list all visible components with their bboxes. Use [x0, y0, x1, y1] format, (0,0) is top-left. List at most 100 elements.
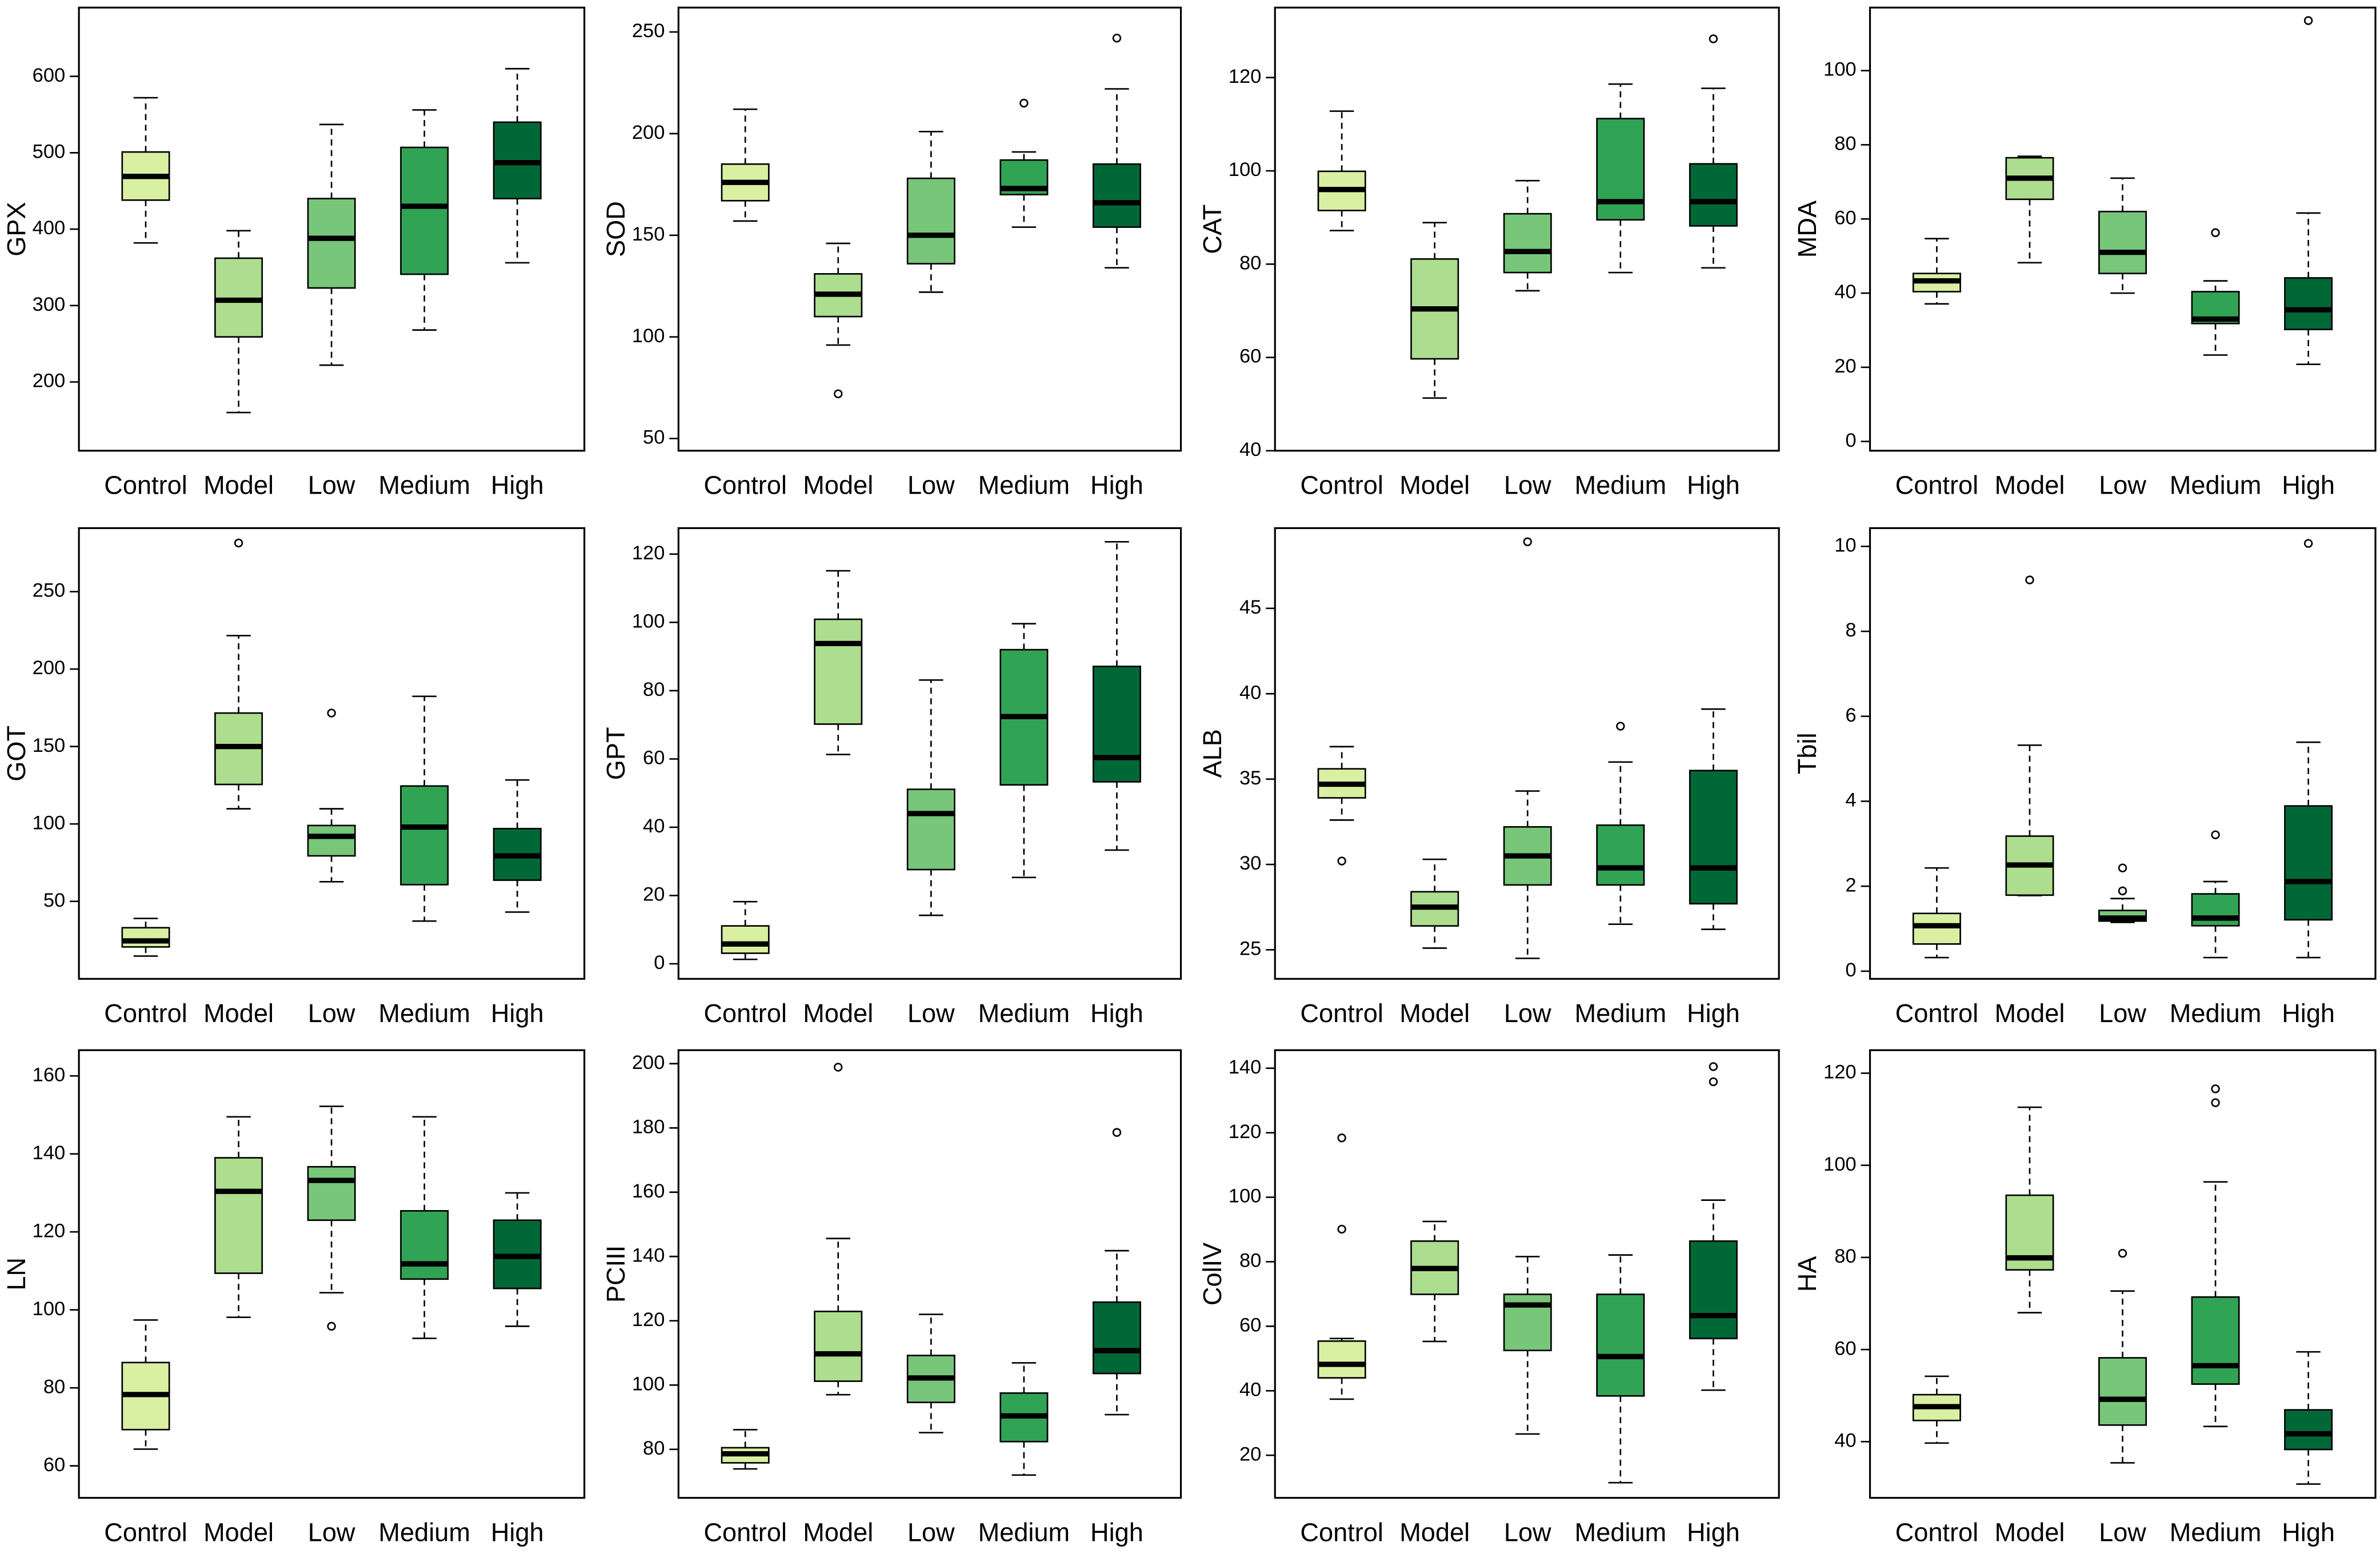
- plot-frame: [1274, 6, 1780, 452]
- y-tick-label: 100: [33, 1298, 66, 1320]
- box: [307, 198, 356, 289]
- outlier: [1709, 34, 1718, 43]
- panel: 40 60 80 100 120 HA Control Model Low Medium High: [1793, 1049, 2377, 1547]
- y-tick-label: 100: [1229, 1185, 1262, 1207]
- plot-frame: [78, 6, 586, 452]
- panel: 50 100 150 200 250 SOD Control Model Low Medium Hi…: [601, 6, 1182, 500]
- panel: 200 300 400 500 600 GPX Control Model Low Medium H…: [2, 6, 586, 500]
- x-tick-label: Model: [1399, 999, 1470, 1028]
- outlier: [2211, 1084, 2220, 1094]
- outlier: [1112, 1128, 1122, 1137]
- y-tick-label: 120: [33, 1220, 66, 1241]
- x-tick-label: Model: [1994, 1517, 2065, 1547]
- x-tick-label: Medium: [378, 999, 470, 1028]
- y-axis-label: SOD: [601, 201, 630, 257]
- x-tick-label: Model: [203, 1517, 274, 1547]
- plot-frame: [1274, 527, 1780, 980]
- x-tick-label: Control: [1895, 1517, 1979, 1547]
- y-tick-label: 100: [1823, 59, 1857, 81]
- y-axis-label: GOT: [2, 726, 31, 782]
- box: [1503, 213, 1552, 274]
- y-axis-label: GPX: [2, 202, 31, 256]
- y-axis-label: ColIV: [1198, 1243, 1227, 1305]
- y-tick-label: 160: [33, 1064, 66, 1086]
- x-tick-label: Model: [1994, 471, 2065, 500]
- x-tick-label: Model: [803, 1517, 873, 1547]
- box: [1912, 912, 1961, 945]
- y-tick-label: 60: [1834, 207, 1856, 229]
- y-tick-label: 40: [1239, 1379, 1261, 1400]
- x-tick-label: Medium: [978, 471, 1070, 500]
- outlier: [2211, 1098, 2220, 1107]
- y-tick-label: 120: [1823, 1062, 1857, 1083]
- y-tick-label: 180: [632, 1116, 665, 1138]
- y-tick-label: 250: [632, 20, 665, 42]
- y-tick-label: 500: [33, 141, 66, 162]
- outlier: [2303, 539, 2313, 548]
- y-tick-label: 0: [1845, 430, 1856, 451]
- x-tick-label: Medium: [2170, 471, 2262, 500]
- y-tick-label: 40: [1239, 439, 1261, 460]
- box: [1689, 770, 1738, 905]
- x-tick-label: Model: [1994, 999, 2065, 1028]
- x-tick-label: Control: [703, 999, 787, 1028]
- y-tick-label: 100: [632, 325, 665, 347]
- plot-frame: [1869, 1049, 2377, 1499]
- y-tick-label: 20: [1239, 1443, 1261, 1465]
- x-tick-label: Medium: [1575, 471, 1667, 500]
- y-tick-label: 40: [1834, 281, 1856, 303]
- x-tick-label: Medium: [378, 471, 470, 500]
- outlier: [2118, 886, 2127, 896]
- x-tick-label: Medium: [2170, 999, 2262, 1028]
- box: [906, 788, 955, 871]
- x-tick-label: High: [2282, 471, 2335, 500]
- box: [214, 1157, 263, 1274]
- x-tick-label: Control: [1300, 999, 1383, 1028]
- x-tick-label: Medium: [378, 1517, 470, 1547]
- y-axis-label: LN: [2, 1257, 31, 1291]
- outlier: [1523, 537, 1532, 546]
- y-tick-label: 60: [43, 1454, 65, 1476]
- y-tick-label: 150: [632, 223, 665, 245]
- outlier: [834, 389, 843, 398]
- y-tick-label: 80: [643, 1437, 665, 1459]
- y-tick-label: 10: [1834, 534, 1856, 556]
- box: [121, 927, 170, 948]
- y-tick-label: 120: [1229, 1121, 1262, 1143]
- y-tick-label: 30: [1239, 852, 1261, 874]
- box: [1596, 824, 1645, 886]
- x-tick-label: Control: [1300, 1517, 1383, 1547]
- y-tick-label: 45: [1239, 596, 1261, 618]
- box: [1596, 118, 1645, 221]
- y-tick-label: 100: [1229, 159, 1262, 181]
- box: [814, 1311, 863, 1382]
- box: [2284, 805, 2333, 921]
- x-tick-label: High: [1687, 471, 1740, 500]
- y-tick-label: 140: [632, 1244, 665, 1266]
- outlier: [327, 1321, 336, 1331]
- x-tick-label: Low: [2099, 1517, 2146, 1547]
- x-tick-label: Low: [308, 1517, 355, 1547]
- box: [307, 1166, 356, 1221]
- plot-frame: [677, 1049, 1182, 1499]
- x-tick-label: Low: [2099, 471, 2146, 500]
- y-tick-label: 60: [1239, 346, 1261, 367]
- x-tick-label: Medium: [1575, 999, 1667, 1028]
- outlier: [2118, 863, 2127, 872]
- x-tick-label: Low: [1504, 471, 1551, 500]
- x-tick-label: Control: [1895, 471, 1979, 500]
- y-tick-label: 200: [33, 657, 66, 679]
- y-tick-label: 50: [643, 427, 665, 448]
- y-tick-label: 200: [33, 370, 66, 392]
- y-axis-label: Tbil: [1793, 732, 1822, 774]
- plot-frame: [677, 6, 1182, 452]
- panel: 60 80 100 120 140 160 LN Control Model Low Medium H…: [2, 1049, 586, 1547]
- box: [2191, 1296, 2240, 1385]
- x-tick-label: Low: [1504, 1517, 1551, 1547]
- y-tick-label: 0: [1845, 959, 1856, 981]
- box: [814, 618, 863, 725]
- x-tick-label: Control: [104, 471, 187, 500]
- box: [1689, 163, 1738, 227]
- outlier: [2118, 1248, 2127, 1258]
- box: [307, 824, 356, 857]
